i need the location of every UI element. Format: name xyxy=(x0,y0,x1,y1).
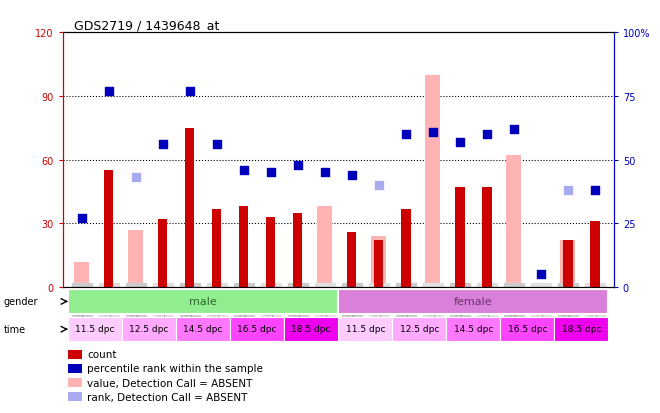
Point xyxy=(157,142,168,148)
Bar xyxy=(68,350,82,359)
Bar xyxy=(266,218,275,287)
Bar xyxy=(317,207,332,287)
Bar xyxy=(426,76,440,287)
Bar xyxy=(176,317,230,342)
Text: 11.5 dpc: 11.5 dpc xyxy=(346,324,385,333)
Bar xyxy=(68,364,82,373)
Text: GDS2719 / 1439648_at: GDS2719 / 1439648_at xyxy=(74,19,219,32)
Text: gender: gender xyxy=(3,297,38,307)
Bar xyxy=(372,237,386,287)
Text: count: count xyxy=(88,349,117,359)
Bar xyxy=(338,317,392,342)
Bar xyxy=(68,317,122,342)
Bar xyxy=(482,188,492,287)
Point xyxy=(292,162,303,169)
Text: male: male xyxy=(189,296,217,306)
Bar xyxy=(122,317,176,342)
Text: 18.5 dpc: 18.5 dpc xyxy=(292,324,331,333)
Bar xyxy=(500,317,554,342)
Point xyxy=(265,170,276,176)
Point xyxy=(401,131,411,138)
Bar xyxy=(128,230,143,287)
Bar xyxy=(455,188,465,287)
Text: 12.5 dpc: 12.5 dpc xyxy=(399,324,439,333)
Point xyxy=(319,170,330,176)
Text: 14.5 dpc: 14.5 dpc xyxy=(183,324,223,333)
Bar xyxy=(284,317,338,342)
Point xyxy=(535,271,546,278)
Point xyxy=(509,126,519,133)
Bar xyxy=(68,378,82,387)
Text: 12.5 dpc: 12.5 dpc xyxy=(129,324,169,333)
Bar xyxy=(590,222,600,287)
Text: female: female xyxy=(454,296,492,306)
Point xyxy=(211,142,222,148)
Text: percentile rank within the sample: percentile rank within the sample xyxy=(88,363,263,373)
Bar xyxy=(158,220,168,287)
Bar xyxy=(506,156,521,287)
Bar xyxy=(239,207,248,287)
Point xyxy=(455,139,465,146)
Text: rank, Detection Call = ABSENT: rank, Detection Call = ABSENT xyxy=(88,392,248,402)
Bar xyxy=(554,317,609,342)
Text: time: time xyxy=(3,324,26,335)
Point xyxy=(374,183,384,189)
Bar xyxy=(347,233,356,287)
Point xyxy=(184,88,195,95)
Bar xyxy=(374,241,383,287)
Bar xyxy=(560,241,576,287)
Text: 16.5 dpc: 16.5 dpc xyxy=(508,324,547,333)
Point xyxy=(77,216,87,222)
Point xyxy=(562,188,573,194)
Text: 11.5 dpc: 11.5 dpc xyxy=(75,324,115,333)
Text: value, Detection Call = ABSENT: value, Detection Call = ABSENT xyxy=(88,377,253,388)
Point xyxy=(238,167,249,174)
Bar xyxy=(563,241,573,287)
Bar xyxy=(446,317,500,342)
Point xyxy=(482,131,492,138)
Point xyxy=(104,88,114,95)
Point xyxy=(346,172,357,179)
Point xyxy=(428,129,438,135)
Bar xyxy=(68,290,338,314)
Bar xyxy=(230,317,284,342)
Point xyxy=(589,188,600,194)
Bar xyxy=(392,317,446,342)
Bar xyxy=(401,209,411,287)
Point xyxy=(131,175,141,181)
Bar xyxy=(212,209,221,287)
Bar xyxy=(185,128,195,287)
Bar xyxy=(74,262,89,287)
Bar xyxy=(68,392,82,401)
Text: 14.5 dpc: 14.5 dpc xyxy=(453,324,493,333)
Text: 16.5 dpc: 16.5 dpc xyxy=(238,324,277,333)
Bar xyxy=(338,290,609,314)
Bar xyxy=(104,171,114,287)
Bar xyxy=(293,213,302,287)
Text: 18.5 dpc: 18.5 dpc xyxy=(562,324,601,333)
